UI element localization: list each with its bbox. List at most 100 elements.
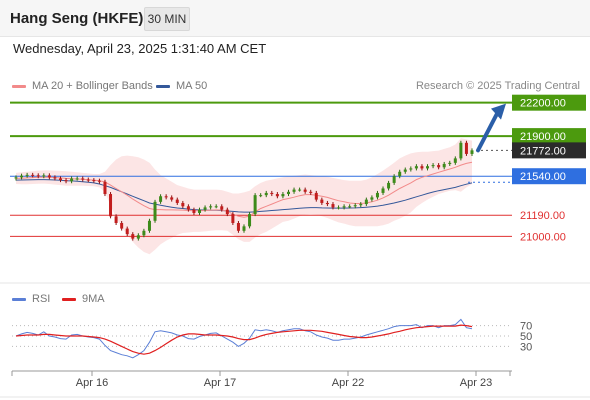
legend-ma50-label: MA 50 xyxy=(176,80,208,92)
candle-body xyxy=(364,199,368,205)
candle-body xyxy=(337,207,341,209)
candle-body xyxy=(325,202,329,205)
ma50-swatch xyxy=(156,84,170,88)
rsi-tick-label: 70 xyxy=(520,321,532,333)
candle-body xyxy=(209,206,213,208)
candle-body xyxy=(381,188,385,193)
candle-body xyxy=(359,204,363,206)
chart-header: Hang Seng (HKFE) 30 MIN xyxy=(0,0,590,37)
x-axis-tick-label: Apr 17 xyxy=(204,377,236,389)
legend-ma50: MA 50 xyxy=(156,80,207,92)
x-axis-tick-label: Apr 22 xyxy=(332,377,364,389)
candle-body xyxy=(303,189,307,192)
candle-body xyxy=(175,199,179,203)
candle-body xyxy=(353,205,357,207)
candle-body xyxy=(170,197,174,200)
candle-body xyxy=(20,175,24,178)
candle-body xyxy=(370,197,374,200)
ma50-line xyxy=(15,179,473,213)
candle-body xyxy=(159,196,163,202)
rsi-swatch xyxy=(12,297,26,301)
candle-body xyxy=(286,191,290,195)
candle-body xyxy=(147,220,151,231)
legend-rsi: RSI xyxy=(12,293,50,305)
level-label: 21540.00 xyxy=(520,171,566,183)
candle-body xyxy=(75,178,79,180)
candle-body xyxy=(398,171,402,177)
candle-body xyxy=(309,191,313,193)
candle-body xyxy=(298,189,302,191)
candle-body xyxy=(153,201,157,221)
candle-body xyxy=(431,165,435,167)
timeframe-badge[interactable]: 30 MIN xyxy=(144,7,190,31)
candle-body xyxy=(259,195,263,197)
research-credit: Research © 2025 Trading Central xyxy=(415,80,580,92)
target-arrow-head xyxy=(491,103,506,120)
candle-body xyxy=(36,175,40,177)
candle-body xyxy=(114,216,118,224)
candle-body xyxy=(442,163,446,168)
candle-body xyxy=(220,206,224,210)
candle-body xyxy=(270,192,274,195)
level-label: 21772.00 xyxy=(520,145,566,157)
level-label: 22200.00 xyxy=(520,98,566,110)
legend-ma20-label: MA 20 + Bollinger Bands xyxy=(32,80,153,92)
candle-body xyxy=(253,195,257,215)
candle-body xyxy=(320,199,324,203)
candle-body xyxy=(164,196,168,198)
candle-body xyxy=(453,158,457,163)
candle-body xyxy=(375,192,379,198)
candle-body xyxy=(248,214,252,227)
candle-body xyxy=(331,204,335,208)
candle-body xyxy=(42,175,46,177)
candle-body xyxy=(459,142,463,159)
candle-body xyxy=(86,179,90,181)
candle-body xyxy=(403,169,407,172)
ma20-line xyxy=(15,161,473,218)
candle-body xyxy=(103,181,107,195)
candle-body xyxy=(420,166,424,169)
candle-body xyxy=(198,209,202,213)
candle-body xyxy=(14,177,18,179)
ma9-swatch xyxy=(62,297,76,301)
level-label-box xyxy=(512,94,586,111)
candle-body xyxy=(53,177,57,179)
legend-9ma: 9MA xyxy=(62,293,105,305)
candle-body xyxy=(97,180,101,182)
candle-body xyxy=(236,223,240,231)
candle-body xyxy=(214,206,218,208)
instrument-title: Hang Seng (HKFE) xyxy=(10,10,144,27)
candle-body xyxy=(348,206,352,208)
bollinger-band xyxy=(16,138,472,255)
candle-body xyxy=(409,168,413,170)
candle-body xyxy=(25,174,29,176)
candle-body xyxy=(437,165,441,168)
x-axis-tick-label: Apr 23 xyxy=(460,377,492,389)
candle-body xyxy=(70,178,74,182)
candle-body xyxy=(131,234,135,239)
candle-body xyxy=(264,192,268,196)
level-label-box xyxy=(512,128,586,145)
x-axis-tick-label: Apr 16 xyxy=(76,377,108,389)
candle-body xyxy=(81,178,85,180)
level-label: 21900.00 xyxy=(520,131,566,143)
legend-ma20: MA 20 + Bollinger Bands xyxy=(12,80,153,92)
legend-9ma-label: 9MA xyxy=(82,293,105,305)
candle-body xyxy=(292,189,296,192)
candle-body xyxy=(142,230,146,236)
candle-body xyxy=(31,174,35,176)
level-label-box xyxy=(512,168,586,185)
level-label: 21000.00 xyxy=(520,231,566,243)
candle-body xyxy=(275,194,279,197)
rsi-ma9-line xyxy=(15,324,473,355)
candle-body xyxy=(231,214,235,224)
candle-body xyxy=(225,209,229,215)
candle-body xyxy=(464,142,468,154)
candle-body xyxy=(470,150,474,154)
candle-body xyxy=(448,162,452,164)
level-label: 21190.00 xyxy=(520,210,565,222)
candle-body xyxy=(392,176,396,183)
candle-body xyxy=(281,194,285,197)
candle-body xyxy=(47,175,51,178)
